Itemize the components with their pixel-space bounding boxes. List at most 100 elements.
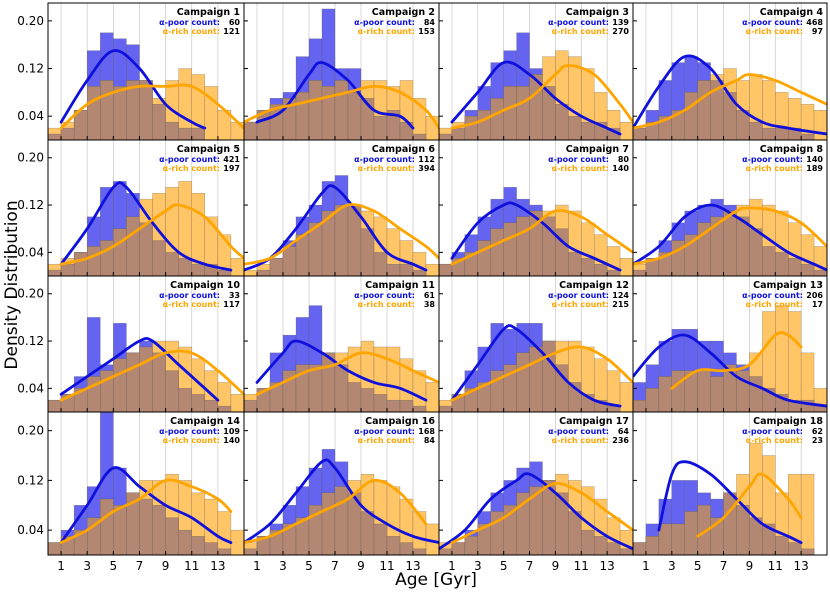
alpha-rich-density-curve (450, 64, 633, 130)
overlap-bar (633, 269, 647, 276)
alpha-rich-count-value: 215 (612, 300, 629, 309)
overlap-bar (126, 352, 140, 412)
overlap-bar (113, 505, 127, 555)
overlap-bar (516, 352, 530, 412)
y-tick-label: 0.20 (17, 287, 44, 301)
overlap-bar (606, 542, 621, 555)
alpha-rich-count-label: α-rich count: (552, 300, 609, 309)
overlap-bar (412, 548, 427, 555)
alpha-rich-count-value: 121 (223, 27, 240, 36)
overlap-bar (191, 127, 206, 140)
alpha-rich-count-label: α-rich count: (163, 300, 220, 309)
overlap-bar (464, 115, 479, 140)
panel-plot-area (633, 412, 815, 555)
panel-frame (632, 411, 828, 556)
alpha-poor-density-curve (633, 333, 827, 408)
overlap-bar (503, 86, 517, 140)
overlap-bar (86, 246, 101, 276)
overlap-bar (775, 252, 789, 276)
overlap-bar (671, 240, 685, 276)
overlap-bar (308, 80, 323, 140)
alpha-poor-count-label: α-poor count: (548, 155, 609, 164)
x-tick-label: 7 (331, 559, 339, 573)
alpha-poor-count-label: α-poor count: (354, 427, 415, 436)
overlap-bar (308, 364, 323, 412)
alpha-rich-bar (230, 394, 244, 412)
y-tick-label: 0.04 (17, 109, 44, 123)
alpha-poor-count-label: α-poor count: (742, 18, 803, 27)
alpha-poor-count-value: 206 (806, 291, 823, 300)
alpha-poor-density-curve (633, 203, 827, 272)
x-tick-label: 11 (379, 559, 394, 573)
overlap-bar (373, 523, 388, 555)
panel-title: Campaign 5 (177, 144, 240, 155)
overlap-bar (594, 536, 608, 555)
alpha-poor-count-value: 64 (618, 427, 630, 436)
alpha-rich-count-value: 23 (812, 436, 823, 445)
x-tick-label: 11 (574, 559, 589, 573)
panel-title: Campaign 12 (559, 280, 629, 291)
overlap-bar (73, 252, 88, 276)
overlap-bar (633, 399, 647, 412)
alpha-poor-count-label: α-poor count: (742, 155, 803, 164)
panel-title: Campaign 8 (760, 144, 824, 155)
overlap-bar (152, 505, 166, 555)
x-tick-label: 1 (642, 559, 650, 573)
x-tick-label: 9 (357, 559, 365, 573)
panel-campaign-2: Campaign 2α-poor count: 84 α-rich count: 15… (243, 2, 440, 141)
alpha-rich-count-label: α-rich count: (358, 300, 415, 309)
overlap-bar (477, 110, 491, 140)
overlap-bar (60, 263, 75, 276)
alpha-poor-density-curve (59, 337, 220, 402)
alpha-rich-bar (619, 121, 633, 140)
alpha-rich-bar (230, 258, 244, 276)
alpha-rich-density-curve (59, 349, 244, 402)
alpha-rich-bar (619, 382, 633, 412)
alpha-poor-density-curve (439, 472, 633, 551)
alpha-poor-count-label: α-poor count: (548, 18, 609, 27)
x-tick-label: 3 (83, 559, 91, 573)
y-tick-label: 0.12 (17, 334, 44, 348)
x-tick-label: 1 (448, 559, 456, 573)
overlap-bar (113, 86, 127, 140)
overlap-bar (139, 498, 153, 555)
alpha-rich-count-label: α-rich count: (746, 436, 803, 445)
alpha-rich-count-value: 270 (612, 27, 629, 36)
x-tick-label: 7 (136, 559, 144, 573)
y-tick-label: 0.12 (17, 198, 44, 212)
overlap-bar (633, 127, 647, 140)
overlap-bar (451, 542, 466, 555)
alpha-rich-density-curve (633, 73, 827, 130)
panel-plot-area (48, 140, 244, 276)
alpha-poor-count-value: 80 (618, 155, 630, 164)
overlap-bar (800, 133, 815, 140)
overlap-bar (113, 228, 127, 276)
panel-title: Campaign 11 (365, 280, 435, 291)
overlap-bar (191, 536, 206, 555)
alpha-rich-count-value: 197 (223, 164, 240, 173)
overlap-bar (165, 517, 179, 555)
alpha-rich-count-label: α-rich count: (746, 27, 803, 36)
x-tick-label: 13 (405, 559, 420, 573)
overlap-bar (100, 498, 114, 555)
alpha-rich-density-curve (59, 83, 244, 130)
overlap-bar (295, 92, 310, 140)
panel-campaign-5: 0.04 0.12 0.20 Campaign 5α-poor count: 421α-… (17, 139, 245, 277)
alpha-poor-count-label: α-poor count: (742, 291, 803, 300)
panel-title: Campaign 2 (372, 7, 435, 18)
overlap-bar (749, 228, 763, 276)
overlap-bar (165, 121, 179, 140)
x-tick-label: 3 (279, 559, 287, 573)
overlap-bar (568, 252, 582, 276)
overlap-bar (645, 388, 660, 412)
overlap-bar (100, 80, 114, 140)
alpha-rich-count-label: α-rich count: (358, 436, 415, 445)
alpha-rich-bar (412, 511, 427, 555)
panel-title: Campaign 6 (372, 144, 436, 155)
overlap-bar (439, 133, 453, 140)
overlap-bar (360, 511, 375, 555)
